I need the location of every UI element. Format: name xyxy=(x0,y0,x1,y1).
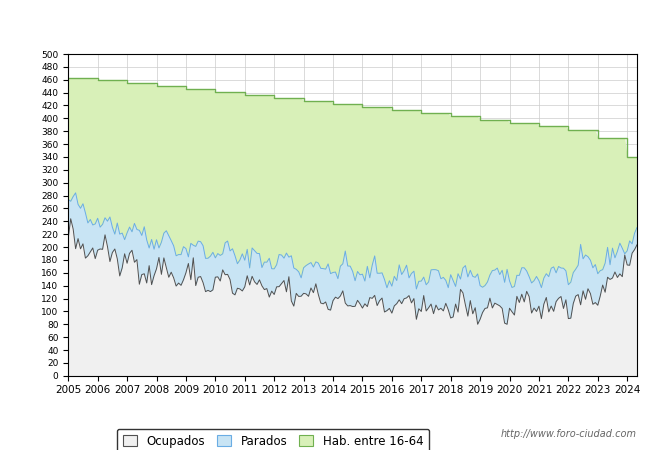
Legend: Ocupados, Parados, Hab. entre 16-64: Ocupados, Parados, Hab. entre 16-64 xyxy=(117,429,429,450)
Text: Membrío - Evolucion de la poblacion en edad de Trabajar Mayo de 2024: Membrío - Evolucion de la poblacion en e… xyxy=(57,17,593,30)
Text: http://www.foro-ciudad.com: http://www.foro-ciudad.com xyxy=(501,429,637,439)
